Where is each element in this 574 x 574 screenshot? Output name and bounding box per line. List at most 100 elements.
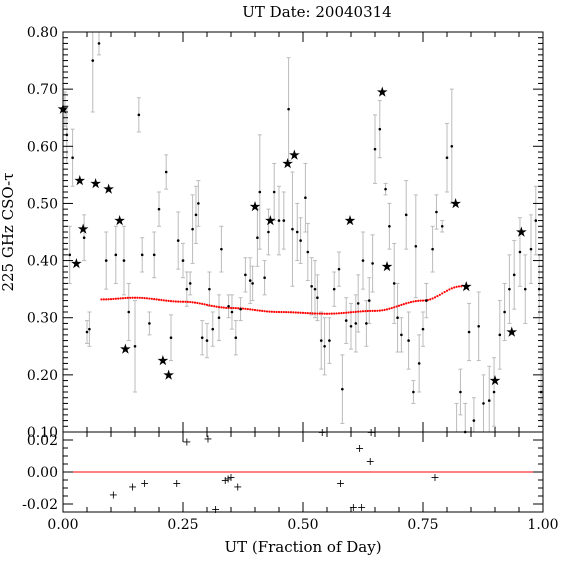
data-point [205, 339, 209, 342]
fit-point [453, 286, 456, 289]
fit-point [157, 298, 161, 301]
fit-point [258, 309, 261, 312]
fit-point [253, 308, 257, 312]
fit-point [251, 308, 254, 311]
data-point [181, 259, 185, 262]
fit-point [397, 304, 401, 307]
fit-point [448, 288, 451, 291]
star-marker: ★ [282, 156, 293, 170]
fit-point [352, 310, 355, 314]
data-point [421, 327, 425, 331]
fit-point [441, 292, 444, 295]
data-point [414, 244, 418, 248]
y-tick-label: 0.60 [27, 139, 58, 155]
fit-point [325, 312, 329, 315]
fit-point [109, 298, 113, 301]
fit-point [172, 300, 175, 303]
main-ticks [62, 31, 544, 433]
fit-point [354, 310, 357, 313]
star-markers: ★★★★★ ★★★★★★★★★★★★★★★★★ [58, 85, 527, 388]
residual-point: + [366, 455, 375, 468]
fit-point [299, 311, 302, 314]
residual-point: + [221, 474, 230, 487]
data-point [114, 253, 118, 257]
fit-point [237, 307, 240, 310]
data-point [85, 330, 89, 334]
residual-points: ++ + ++ ++++++++++++++ [109, 426, 440, 516]
star-marker: ★ [377, 85, 388, 99]
residual-point: + [140, 477, 149, 490]
data-point [417, 362, 421, 365]
residual-plot: ++ + ++ ++++++++++++++ -0.020.000.02 0.00 0.… [22, 426, 558, 533]
data-point [267, 230, 270, 234]
star-marker: ★ [103, 182, 114, 196]
fit-point [174, 300, 177, 303]
data-point [323, 344, 326, 348]
data-point [152, 253, 156, 257]
y-tick-labels: 0.10 0.20 0.30 0.40 0.50 0.60 0.70 0.80 [27, 25, 58, 441]
data-point [487, 399, 491, 402]
data-point [319, 339, 323, 342]
fit-point [318, 312, 321, 315]
fit-point [301, 311, 305, 314]
data-point [251, 282, 254, 285]
data-point [508, 287, 511, 291]
fit-point [198, 302, 201, 305]
data-point [450, 144, 454, 148]
data-point [354, 322, 358, 325]
fit-point [136, 296, 139, 299]
fit-point [414, 300, 417, 303]
fit-point [371, 309, 374, 312]
fit-point [342, 311, 345, 315]
fit-point [232, 306, 235, 310]
error-bars [62, 31, 544, 433]
fit-point [150, 297, 153, 300]
residual-point: + [233, 480, 242, 493]
fit-point [225, 306, 228, 309]
data-point [272, 190, 276, 194]
data-point [88, 327, 91, 331]
fit-point [321, 312, 324, 315]
fit-point [381, 309, 384, 312]
data-point [164, 170, 168, 174]
fit-point [388, 307, 391, 310]
fit-point [457, 285, 461, 288]
fit-point [335, 312, 338, 315]
data-point [534, 219, 538, 222]
fit-point [431, 297, 434, 300]
data-point [287, 107, 290, 111]
fit-point [323, 312, 326, 315]
fit-point [220, 306, 223, 309]
fit-point [273, 310, 276, 314]
residual-point: + [430, 471, 439, 484]
fit-point [345, 311, 348, 314]
star-marker: ★ [516, 225, 527, 239]
fit-point [112, 297, 115, 301]
data-point [256, 236, 259, 240]
fit-point [292, 311, 295, 314]
x-tick-label: 0.50 [287, 517, 318, 533]
data-point [217, 316, 221, 320]
data-point [157, 207, 161, 211]
data-point [412, 390, 415, 394]
data-point [365, 322, 368, 325]
fit-point [385, 308, 389, 311]
data-point [71, 156, 74, 160]
residual-point: + [172, 477, 181, 490]
fit-point [193, 301, 197, 304]
star-marker: ★ [490, 374, 501, 388]
star-marker: ★ [71, 256, 82, 270]
data-point [227, 304, 230, 308]
fit-point [138, 296, 141, 299]
residual-y-tick-label: -0.02 [22, 497, 58, 513]
fit-point [256, 309, 259, 312]
fit-point [400, 303, 403, 307]
residual-y-tick-labels: -0.02 0.00 0.02 [22, 433, 58, 513]
fit-point [460, 285, 463, 288]
fit-point [189, 300, 192, 304]
fit-point [210, 304, 213, 307]
data-point [306, 250, 310, 254]
data-point [295, 230, 299, 234]
fit-point [445, 289, 449, 292]
data-point [529, 247, 533, 251]
